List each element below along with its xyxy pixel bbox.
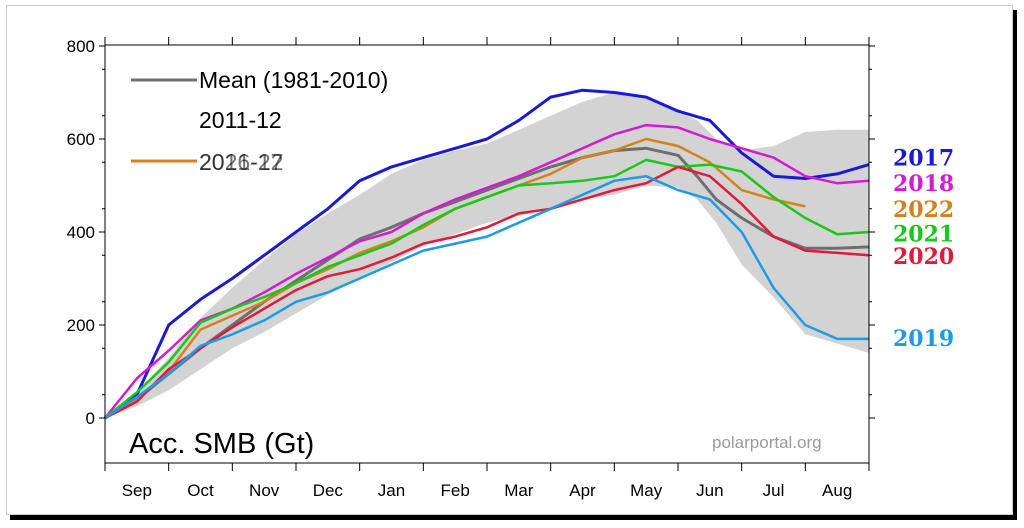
y-tick-label: 200 [67,316,95,335]
x-tick-label: Mar [504,481,534,500]
series-line-2020 [104,165,870,420]
y-tick-label: 400 [67,223,95,242]
range-band [105,92,869,418]
legend: Mean (1981-2010) 2011-12 2016-17 2021-22 [131,67,388,175]
x-tick-label: Aug [822,481,852,500]
x-tick-label: Apr [569,481,596,500]
year-label-2017: 2017 [893,146,954,172]
year-label-2019: 2019 [893,326,954,352]
x-tick-label: Oct [187,481,214,500]
x-tick-label: Jul [763,481,785,500]
axes-layer: 0 200 400 600 800 Sep Oct Nov Dec Jan Feb Mar Apr May… [67,37,875,500]
legend-mean: Mean (1981-2010) [199,67,388,93]
legend-2016-17: 2016-17 [199,149,283,175]
y-tick-label: 600 [67,130,95,149]
y-axis-label: Acc. SMB (Gt) [129,428,314,460]
series-line-mean-1981-2010 [104,146,870,420]
smb-chart: 0 200 400 600 800 Sep Oct Nov Dec Jan Feb Mar Apr May… [67,37,954,500]
credit-text: polarportal.org [712,433,822,452]
series-line-2019 [104,174,869,420]
legend-2021-22: 2021-22 [199,149,283,175]
x-tick-label: Dec [313,481,344,500]
x-tick-label: Jan [378,481,405,500]
band-layer [105,92,869,418]
series-line-2021 [104,158,870,419]
chart-frame: 0 200 400 600 800 Sep Oct Nov Dec Jan Feb Mar Apr May… [6,5,1013,515]
x-tick-label: Jun [696,481,723,500]
year-label-2018: 2018 [893,171,954,197]
x-tick-label: Nov [249,481,280,500]
series-layer [104,88,870,420]
series-line-2017 [104,88,870,420]
x-tick-label: Feb [441,481,470,500]
year-label-2021: 2021 [893,221,954,247]
year-label-2022: 2022 [893,197,954,223]
y-tick-label: 0 [86,409,95,428]
y-tick-label: 800 [67,37,95,56]
year-label-2020: 2020 [893,244,954,270]
legend-2011-12: 2011-12 [199,107,282,133]
x-tick-label: Sep [122,481,152,500]
x-tick-label: May [630,481,663,500]
